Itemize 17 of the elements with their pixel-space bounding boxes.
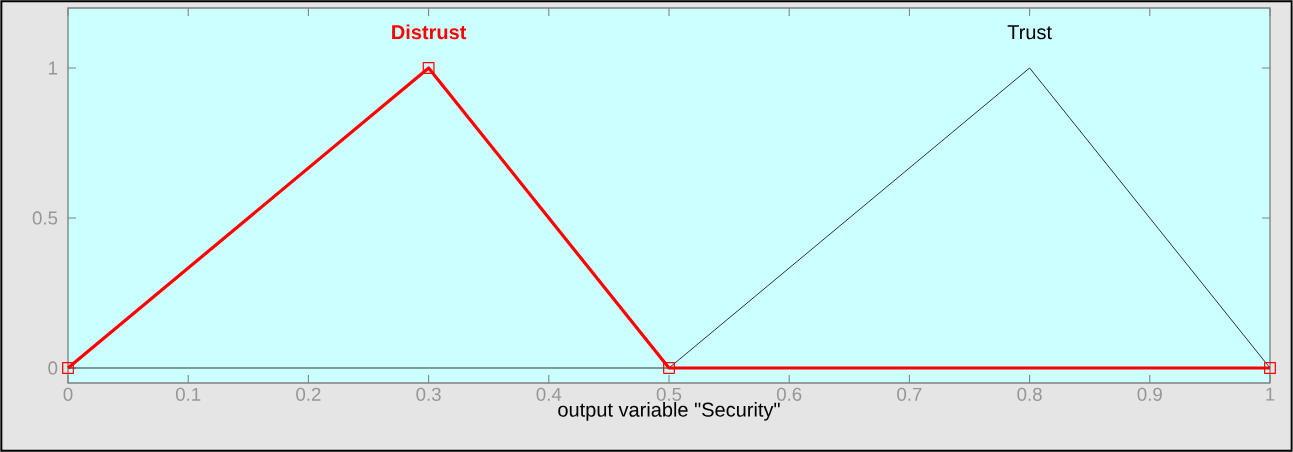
series-label: Trust [1007,25,1052,40]
x-tick-label: 0.8 [1017,387,1042,401]
x-axis-title: output variable "Security" [558,402,780,421]
y-tick-label: 0 [48,361,58,375]
x-tick-label: 0.2 [296,387,321,401]
x-tick-label: 1 [1266,387,1275,401]
x-tick-label: 0.3 [416,387,441,401]
y-tick-label: 1 [49,61,58,75]
x-tick-label: 0.1 [175,387,201,401]
y-tick-label: 0.5 [32,211,58,225]
x-tick-label: 0.5 [656,387,682,401]
x-tick-label: 0 [63,387,73,401]
x-tick-label: 0.9 [1137,387,1162,401]
x-tick-label: 0.6 [776,387,802,401]
x-tick-label: 0.7 [897,387,922,401]
x-tick-label: 0.4 [536,387,562,401]
series-label: Distrust [392,24,467,40]
